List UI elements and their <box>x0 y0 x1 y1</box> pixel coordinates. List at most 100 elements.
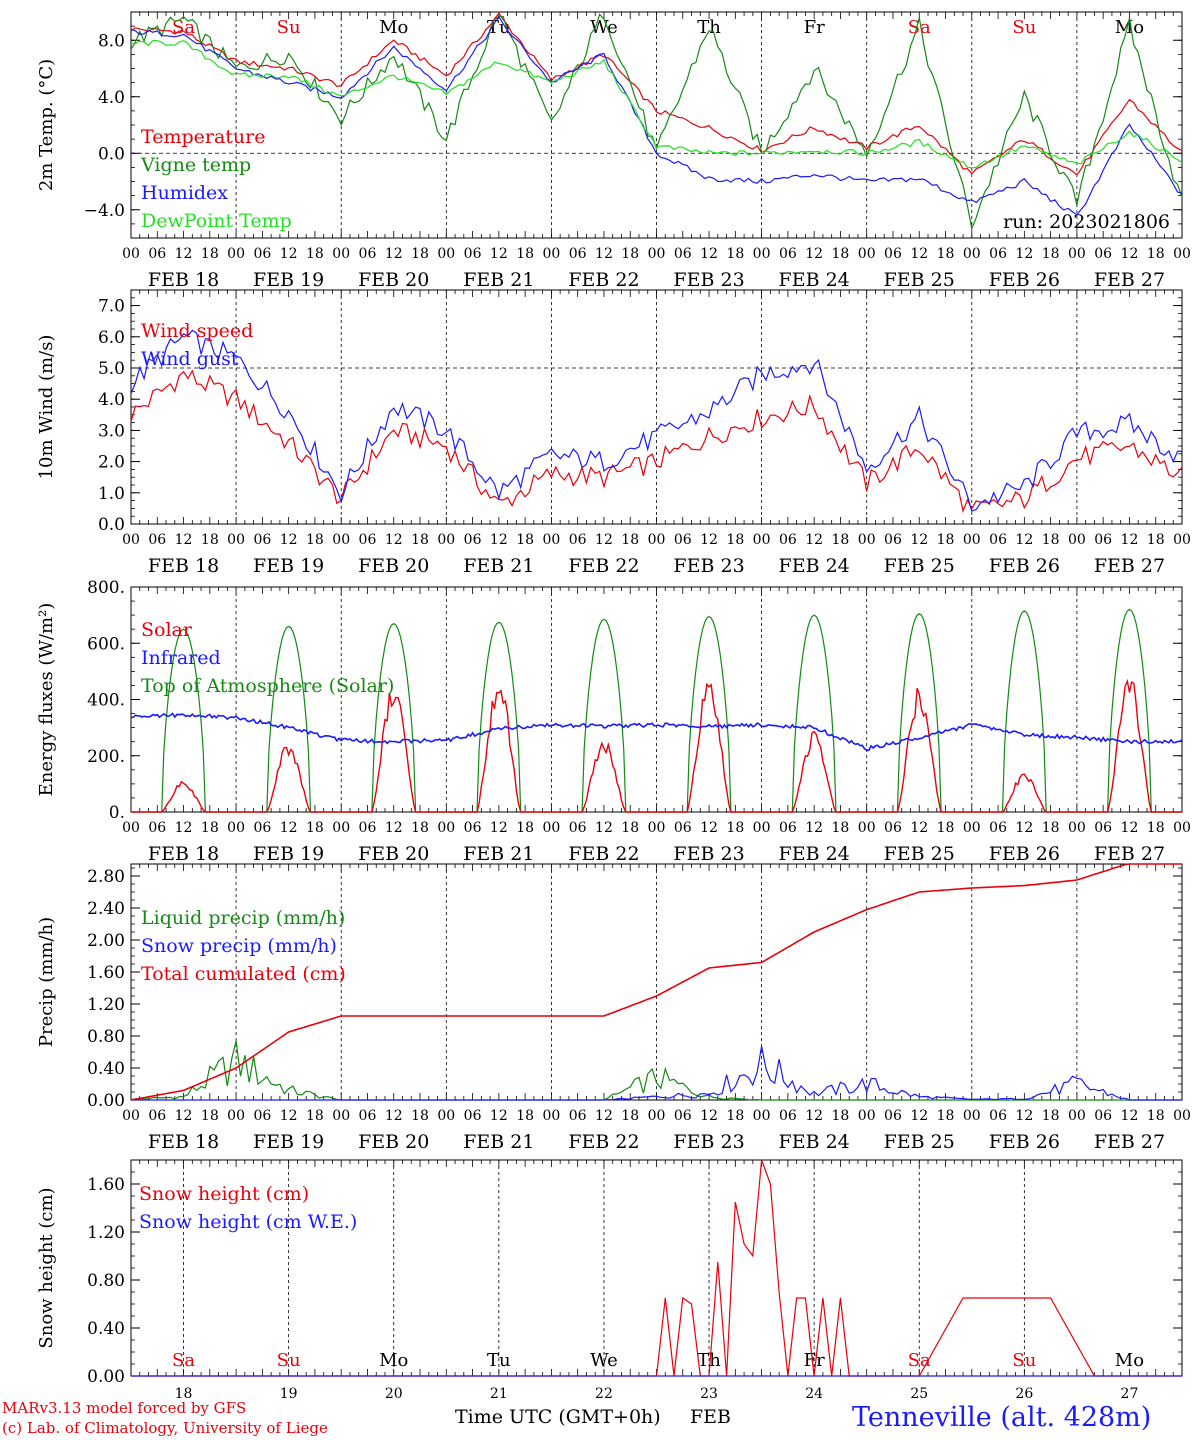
hour-tick-label: 12 <box>1015 246 1033 262</box>
hour-tick-label: 00 <box>753 1108 771 1124</box>
series-line-solar <box>131 678 1182 813</box>
y-tick-label: 5.0 <box>98 359 125 379</box>
hour-tick-label: 06 <box>253 820 271 836</box>
day-name-label: We <box>590 1350 618 1371</box>
plot-frame <box>130 586 1183 813</box>
y-tick-label: 1.20 <box>87 995 125 1015</box>
series-line-snow-precip-mm-h <box>131 1046 1182 1101</box>
hour-tick-label: 06 <box>989 820 1007 836</box>
series-line-wind-gust <box>130 329 1183 513</box>
date-label: FEB 23 <box>673 843 744 865</box>
y-tick-label: 600. <box>87 634 125 654</box>
hour-tick-label: 06 <box>569 820 587 836</box>
hour-tick-label: 06 <box>989 1108 1007 1124</box>
hour-tick-label: 18 <box>516 532 534 548</box>
hour-tick-label: 18 <box>201 532 219 548</box>
y-axis-label: Snow height (cm) <box>36 1187 57 1348</box>
hour-tick-label: 06 <box>148 820 166 836</box>
hour-tick-label: 18 <box>726 820 744 836</box>
date-label: FEB 18 <box>148 269 219 291</box>
station-title: Tenneville (alt. 428m) <box>852 1402 1152 1433</box>
y-tick-label: 1.20 <box>87 1223 125 1243</box>
hour-tick-label: 06 <box>569 532 587 548</box>
day-name-label: Th <box>697 17 721 38</box>
hour-tick-label: 18 <box>621 820 639 836</box>
date-label: FEB 25 <box>884 843 955 865</box>
date-label: FEB 27 <box>1094 555 1165 577</box>
run-annotation: run: 2023021806 <box>1003 211 1170 233</box>
hour-tick-label: 12 <box>805 246 823 262</box>
hour-tick-label: 00 <box>963 1108 981 1124</box>
hour-tick-label: 06 <box>779 532 797 548</box>
day-name-label: Fr <box>804 1350 825 1371</box>
y-tick-label: 0.80 <box>87 1271 125 1291</box>
series-layer <box>130 608 1183 813</box>
date-label: FEB 27 <box>1094 843 1165 865</box>
hour-tick-label: 12 <box>700 820 718 836</box>
hour-tick-label: 06 <box>779 246 797 262</box>
date-label: FEB 18 <box>148 843 219 865</box>
hour-tick-label: 12 <box>490 1108 508 1124</box>
y-tick-label: 1.60 <box>87 1175 125 1195</box>
panel-3: 0. 200. 400. 600. 800. Energy fluxes (W/m²) 00… <box>36 578 1191 865</box>
hour-tick-label: 12 <box>490 246 508 262</box>
hour-tick-label: 06 <box>359 532 377 548</box>
hour-tick-label: 06 <box>674 1108 692 1124</box>
date-label: FEB 24 <box>779 843 850 865</box>
day-name-label: Sa <box>172 17 195 38</box>
day-name-label: Su <box>1012 1350 1036 1371</box>
hour-tick-label: 18 <box>621 532 639 548</box>
hour-tick-label: 12 <box>490 820 508 836</box>
date-label: FEB 26 <box>989 843 1060 865</box>
y-tick-label: 0.0 <box>98 515 125 535</box>
hour-tick-label: 12 <box>385 820 403 836</box>
panel-2: 0.0 1.0 2.0 3.0 4.0 5.0 6.0 7.0 10m Wind (m/s) 00… <box>36 289 1191 577</box>
hour-tick-label: 06 <box>464 246 482 262</box>
legend-entry: Total cumulated (cm) <box>141 963 346 985</box>
date-label: FEB 25 <box>884 1131 955 1153</box>
day-name-label: Sa <box>908 17 931 38</box>
hour-tick-label: 00 <box>122 246 140 262</box>
y-tick-label: 6.0 <box>98 328 125 348</box>
hour-tick-label: 06 <box>989 246 1007 262</box>
y-tick-label: 0.00 <box>87 1091 125 1111</box>
hour-tick-label: 00 <box>332 820 350 836</box>
series-line-total-cumulated-cm <box>130 863 1182 1101</box>
hour-tick-label: 18 <box>1042 820 1060 836</box>
hour-tick-label: 12 <box>910 246 928 262</box>
hour-tick-label: 12 <box>175 246 193 262</box>
y-axis-label: Precip (mm/h) <box>36 917 57 1047</box>
y-axis-label: 10m Wind (m/s) <box>36 335 57 480</box>
hour-tick-label: 18 <box>621 1108 639 1124</box>
hour-tick-label: 06 <box>674 532 692 548</box>
y-tick-label: 4.0 <box>98 88 125 108</box>
hour-tick-label: 00 <box>1068 246 1086 262</box>
hour-tick-label: 12 <box>175 532 193 548</box>
y-tick-label: 3.0 <box>98 421 125 441</box>
hour-tick-label: 06 <box>989 532 1007 548</box>
date-label: FEB 24 <box>779 555 850 577</box>
hour-tick-label: 00 <box>542 820 560 836</box>
hour-tick-label: 18 <box>937 532 955 548</box>
hour-tick-label: 00 <box>1068 1108 1086 1124</box>
hour-tick-label: 00 <box>437 532 455 548</box>
date-label: FEB 24 <box>779 1131 850 1153</box>
date-label: FEB 27 <box>1094 269 1165 291</box>
day-number-label: 19 <box>280 1386 298 1402</box>
series-line-humidex <box>130 15 1183 216</box>
series-layer <box>131 1159 1182 1377</box>
hour-tick-label: 18 <box>1147 532 1165 548</box>
legend: Snow height (cm) Snow height (cm W.E.) <box>139 1183 357 1233</box>
credit-line-model: MARv3.13 model forced by GFS <box>2 1399 247 1417</box>
date-label: FEB 19 <box>253 1131 324 1153</box>
legend-entry: Wind gust <box>141 348 239 370</box>
date-label: FEB 20 <box>358 555 429 577</box>
y-tick-label: 800. <box>87 578 125 598</box>
hour-tick-label: 12 <box>595 820 613 836</box>
hour-tick-label: 18 <box>306 820 324 836</box>
hour-tick-label: 00 <box>542 532 560 548</box>
y-tick-label: 1.0 <box>98 484 125 504</box>
day-name-label: Mo <box>1115 17 1144 38</box>
day-number-label: 25 <box>910 1386 928 1402</box>
hour-tick-label: 18 <box>201 246 219 262</box>
